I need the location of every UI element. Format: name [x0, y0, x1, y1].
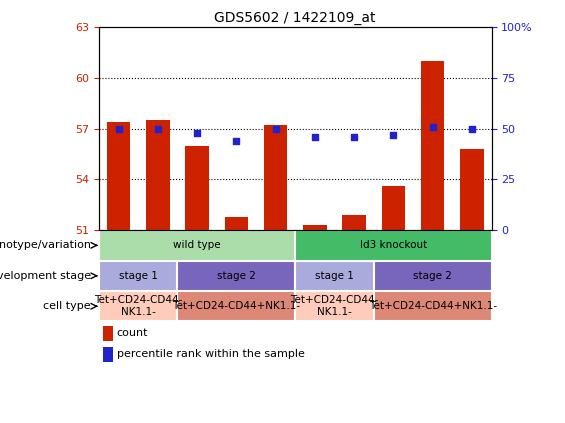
Point [350, 134, 359, 140]
Bar [99, 230, 295, 261]
Bar [103, 347, 112, 362]
Bar [185, 146, 209, 230]
Text: stage 1: stage 1 [119, 271, 158, 281]
Text: stage 1: stage 1 [315, 271, 354, 281]
Bar [99, 291, 177, 321]
Point [114, 126, 123, 132]
Text: genotype/variation: genotype/variation [0, 240, 91, 250]
Bar [264, 126, 288, 230]
Point [389, 132, 398, 138]
Point [232, 137, 241, 144]
Bar [103, 326, 112, 341]
Bar [99, 261, 177, 291]
Title: GDS5602 / 1422109_at: GDS5602 / 1422109_at [215, 11, 376, 25]
Text: Tet+CD24-CD44-
NK1.1-: Tet+CD24-CD44- NK1.1- [94, 295, 182, 317]
Point [310, 134, 319, 140]
Bar [381, 186, 405, 230]
Bar [224, 217, 248, 230]
Text: cell type: cell type [44, 301, 91, 311]
Text: Tet+CD24-CD44+NK1.1-: Tet+CD24-CD44+NK1.1- [368, 301, 497, 311]
Text: percentile rank within the sample: percentile rank within the sample [116, 349, 305, 360]
Point [428, 124, 437, 130]
Bar [295, 291, 374, 321]
Bar [107, 122, 131, 230]
Bar [342, 215, 366, 230]
Text: Id3 knockout: Id3 knockout [360, 240, 427, 250]
Bar [146, 121, 170, 230]
Bar [295, 230, 492, 261]
Bar [460, 149, 484, 230]
Text: development stage: development stage [0, 271, 91, 281]
Text: wild type: wild type [173, 240, 221, 250]
Bar [295, 261, 374, 291]
Point [271, 126, 280, 132]
Point [467, 126, 476, 132]
Bar [374, 261, 492, 291]
Text: stage 2: stage 2 [413, 271, 452, 281]
Point [193, 129, 202, 136]
Point [153, 126, 162, 132]
Text: Tet+CD24-CD44+NK1.1-: Tet+CD24-CD44+NK1.1- [172, 301, 301, 311]
Text: count: count [116, 328, 148, 338]
Text: Tet+CD24-CD44-
NK1.1-: Tet+CD24-CD44- NK1.1- [290, 295, 379, 317]
Bar [374, 291, 492, 321]
Bar [303, 225, 327, 230]
Bar [177, 291, 295, 321]
Bar [421, 61, 445, 230]
Text: stage 2: stage 2 [217, 271, 256, 281]
Bar [177, 261, 295, 291]
